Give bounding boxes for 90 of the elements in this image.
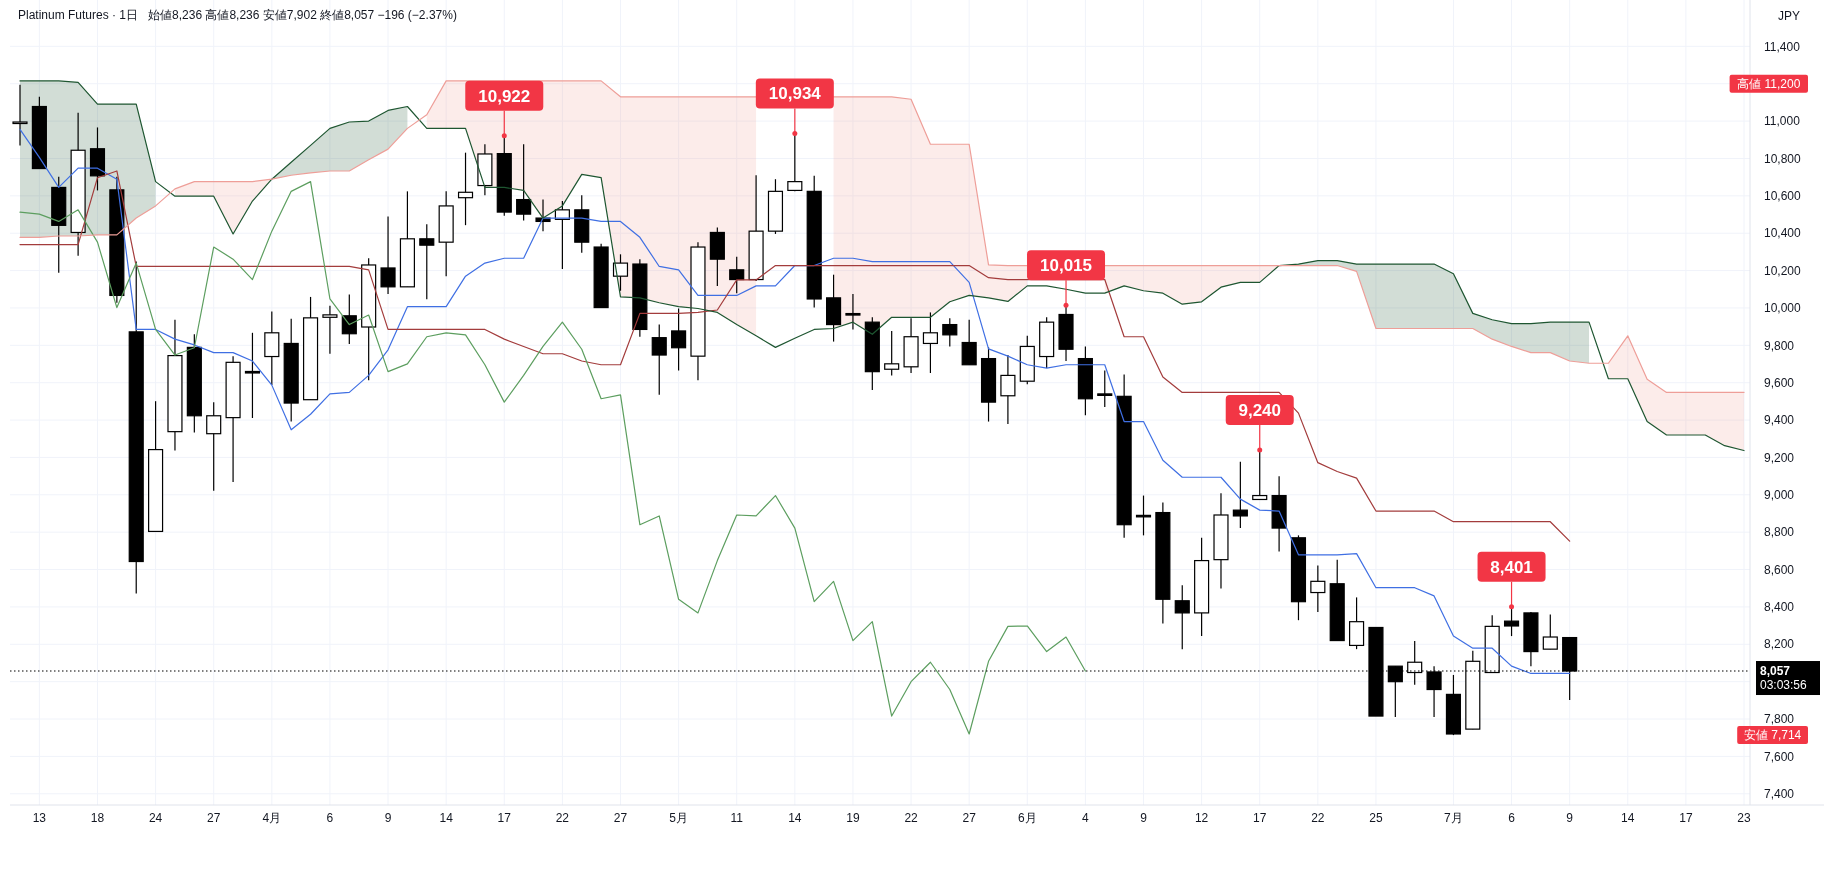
x-tick-label: 27 [613,811,628,825]
x-tick-label: 14 [1621,811,1635,825]
y-tick-label: 8,800 [1764,525,1795,540]
annotation: 10,922 [478,86,531,106]
x-tick-label: 6 [326,811,334,825]
y-tick-label: 7,800 [1764,712,1795,727]
x-tick-label: 14 [788,811,802,825]
candlestick [1097,369,1113,408]
x-tick-label: 27 [962,811,977,825]
x-tick-label: 14 [439,811,454,825]
candlestick [1542,613,1558,650]
y-tick-label: 9,600 [1764,375,1795,390]
candlestick [1349,596,1365,650]
candlestick [419,223,435,300]
ref-line-label: 8,057 [1760,664,1791,679]
candlestick [380,215,396,295]
candlestick [845,293,861,331]
x-tick-label: 22 [1311,811,1325,825]
x-tick-label: 4 [1082,811,1090,825]
x-tick-label: 24 [148,811,163,825]
x-tick-label: 6 [1508,811,1516,825]
candlestick [457,152,474,226]
y-tick-label: 8,400 [1764,600,1795,615]
y-tick-label: 8,200 [1764,637,1795,652]
x-tick-label: 17 [497,811,512,825]
candlestick [1310,564,1326,613]
y-tick-label: 9,000 [1764,488,1795,503]
y-tick-label: 10,200 [1764,263,1802,278]
x-tick-label: 17 [1253,811,1267,825]
y-tick-label: 11,000 [1764,114,1801,129]
y-tick-label: 10,400 [1764,226,1802,241]
x-tick-label: 9 [1566,811,1574,825]
candlestick [612,253,629,292]
y-tick-label: 9,200 [1764,450,1795,465]
candlestick [884,330,900,377]
candlestick [244,332,261,419]
x-tick-label: 18 [90,811,105,825]
x-tick-label: 23 [1737,811,1751,825]
annotation: 安値 7,714 [1743,728,1802,743]
annotation: 高値 11,200 [1737,76,1801,91]
y-axis-title: JPY [1778,9,1801,24]
candlestick [1174,584,1190,650]
x-tick-label: 25 [1369,811,1383,825]
y-tick-label: 11,400 [1764,39,1801,54]
x-tick-label: 27 [207,811,221,825]
annotation: 9,240 [1238,400,1281,420]
candlestick [651,323,667,396]
y-tick-label: 10,000 [1764,301,1802,316]
candlestick [922,311,938,374]
candlestick [12,84,28,146]
candlestick [322,305,338,355]
y-tick-label: 8,600 [1764,562,1795,577]
line-series [19,170,1571,542]
text: 始値8,236 高値8,236 安値7,902 終値8,057 −196 (−2.37%) [148,8,457,23]
x-tick-label: 7月 [1444,811,1463,825]
candlestick [1252,449,1268,501]
x-tick-label: 22 [904,811,919,825]
candlestick [206,401,222,492]
y-tick-label: 9,400 [1764,413,1795,428]
candlestick [1135,494,1152,536]
y-tick-label: 7,600 [1764,749,1795,764]
candlestick [729,256,745,294]
candlestick [1503,606,1520,637]
x-tick-label: 19 [846,811,860,825]
candlestick [516,143,532,222]
annotation: 10,015 [1040,256,1093,276]
annotation: 8,401 [1490,557,1533,577]
x-tick-label: 11 [730,811,744,825]
candlestick [671,307,687,372]
text: 03:03:56 [1760,678,1808,693]
annotation: 10,934 [768,84,822,104]
text: Platinum Futures · 1日 [18,8,139,23]
x-tick-label: 12 [1194,811,1209,825]
candlestick [961,319,977,366]
y-tick-label: 10,800 [1764,151,1802,166]
candlestick [942,317,958,348]
y-tick-label: 10,600 [1764,189,1802,204]
x-tick-label: 5月 [669,811,688,825]
candlestick [1232,461,1248,529]
y-tick-label: 9,800 [1764,338,1795,353]
y-tick-label: 7,400 [1764,786,1795,801]
x-tick-label: 9 [1140,811,1148,825]
candlestick [264,310,280,386]
x-tick-label: 9 [384,811,392,825]
x-tick-label: 4月 [262,811,282,825]
candlestick [1000,354,1016,425]
x-tick-label: 17 [1679,811,1693,825]
x-tick-label: 22 [555,811,570,825]
x-tick-label: 13 [32,811,47,825]
x-tick-label: 6月 [1017,811,1037,825]
